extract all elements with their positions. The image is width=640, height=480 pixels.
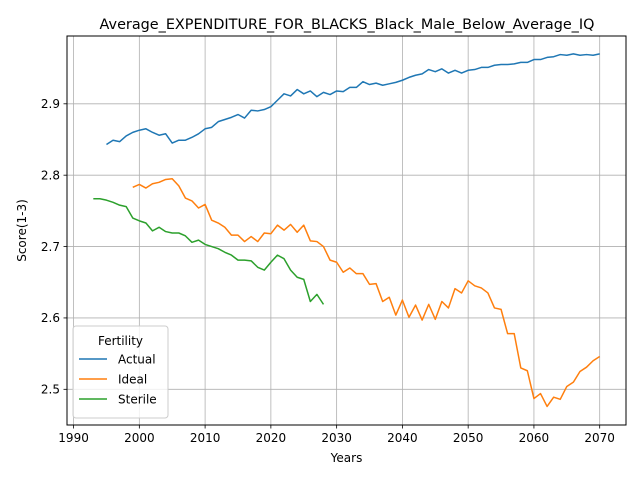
y-axis-ticks: 2.5 2.6 2.7 2.8 2.9 bbox=[41, 97, 67, 397]
y-tick-label: 2.7 bbox=[41, 240, 60, 254]
x-tick-label: 2010 bbox=[190, 431, 221, 445]
y-tick-label: 2.8 bbox=[41, 168, 60, 182]
x-tick-label: 2000 bbox=[124, 431, 155, 445]
series-layer bbox=[93, 53, 601, 408]
legend: Fertility Actual Ideal Sterile bbox=[72, 325, 169, 419]
x-tick-label: 1990 bbox=[58, 431, 89, 445]
x-axis-label: Years bbox=[330, 451, 363, 465]
x-tick-label: 2060 bbox=[519, 431, 550, 445]
x-tick-label: 2070 bbox=[584, 431, 615, 445]
x-tick-label: 2020 bbox=[256, 431, 287, 445]
chart-title: Average_EXPENDITURE_FOR_BLACKS_Black_Mal… bbox=[100, 17, 595, 33]
legend-box bbox=[72, 325, 169, 419]
plot-frame bbox=[66, 35, 627, 426]
y-tick-label: 2.5 bbox=[41, 383, 60, 397]
y-axis-label: Score(1-3) bbox=[15, 199, 29, 262]
legend-items: Actual Ideal Sterile bbox=[79, 352, 157, 406]
y-tick-label: 2.9 bbox=[41, 97, 60, 111]
x-axis-ticks: 1990 2000 2010 2020 2030 2040 2050 2060 2070 bbox=[58, 425, 615, 445]
legend-label-actual: Actual bbox=[118, 352, 156, 366]
series-line-actual bbox=[106, 53, 600, 146]
series-line-sterile bbox=[93, 197, 325, 305]
legend-label-sterile: Sterile bbox=[118, 392, 157, 406]
grid bbox=[67, 36, 626, 425]
y-tick-label: 2.6 bbox=[41, 311, 60, 325]
series-line-ideal bbox=[132, 178, 601, 408]
x-tick-label: 2040 bbox=[387, 431, 418, 445]
legend-title: Fertility bbox=[98, 334, 143, 348]
x-tick-label: 2050 bbox=[453, 431, 484, 445]
x-tick-label: 2030 bbox=[321, 431, 352, 445]
legend-label-ideal: Ideal bbox=[118, 372, 147, 386]
